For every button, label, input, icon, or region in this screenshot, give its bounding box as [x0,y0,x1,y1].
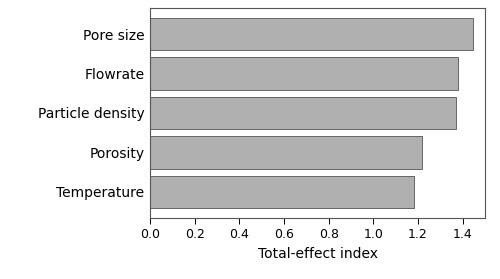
X-axis label: Total-effect index: Total-effect index [258,247,378,261]
Bar [150,97,456,129]
Bar [150,136,422,169]
Bar [150,57,458,90]
Bar [150,18,472,50]
Bar [150,176,413,208]
